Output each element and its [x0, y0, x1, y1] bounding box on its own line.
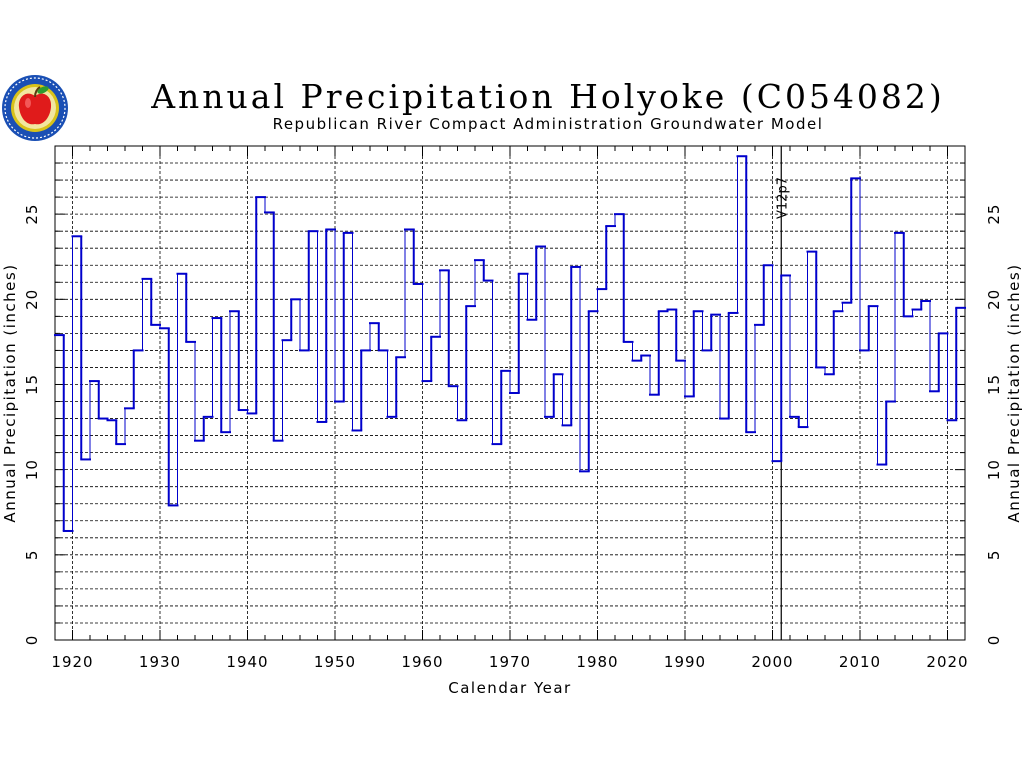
x-tick-label: 2000 — [751, 653, 793, 671]
x-tick-labels: 1920 1930 1940 1950 1960 1970 1980 1990 2000 2010… — [51, 653, 968, 671]
y-tick-label-right: 5 — [985, 550, 1003, 561]
x-tick-label: 1990 — [664, 653, 706, 671]
axis-ticks — [54, 145, 966, 641]
series-layer — [54, 155, 966, 532]
y-tick-label-left: 10 — [23, 459, 41, 480]
x-tick-label: 1970 — [489, 653, 531, 671]
chart-subtitle: Republican River Compact Administration … — [273, 115, 824, 133]
x-tick-label: 1920 — [51, 653, 93, 671]
y-tick-label-left: 25 — [23, 204, 41, 225]
y-tick-label-right: 15 — [985, 374, 1003, 395]
grid-lines — [55, 146, 965, 640]
y-tick-label-left: 20 — [23, 289, 41, 310]
version-marker-label: V12p7 — [775, 177, 790, 219]
x-tick-label: 1930 — [139, 653, 181, 671]
y-axis-label-right: Annual Precipitation (inches) — [1005, 263, 1023, 522]
x-tick-label: 1940 — [226, 653, 268, 671]
apple-seal-icon — [2, 75, 68, 141]
y-tick-label-left: 5 — [23, 550, 41, 561]
version-marker: V12p7 — [775, 146, 790, 640]
x-tick-label: 1980 — [576, 653, 618, 671]
y-tick-label-right: 20 — [985, 289, 1003, 310]
chart-title: Annual Precipitation Holyoke (C054082) — [150, 77, 945, 116]
y-tick-label-right: 0 — [985, 635, 1003, 646]
y-axis-label-left: Annual Precipitation (inches) — [1, 263, 19, 522]
x-tick-label: 2020 — [926, 653, 968, 671]
y-tick-label-left: 15 — [23, 374, 41, 395]
x-tick-label: 1950 — [314, 653, 356, 671]
x-tick-label: 2010 — [839, 653, 881, 671]
y-tick-label-right: 25 — [985, 204, 1003, 225]
x-tick-label: 1960 — [401, 653, 443, 671]
x-axis-label: Calendar Year — [448, 679, 571, 697]
y-tick-label-right: 10 — [985, 459, 1003, 480]
y-tick-labels: 0 0 5 5 10 10 15 15 20 20 25 25 — [23, 204, 1003, 646]
y-tick-label-left: 0 — [23, 635, 41, 646]
